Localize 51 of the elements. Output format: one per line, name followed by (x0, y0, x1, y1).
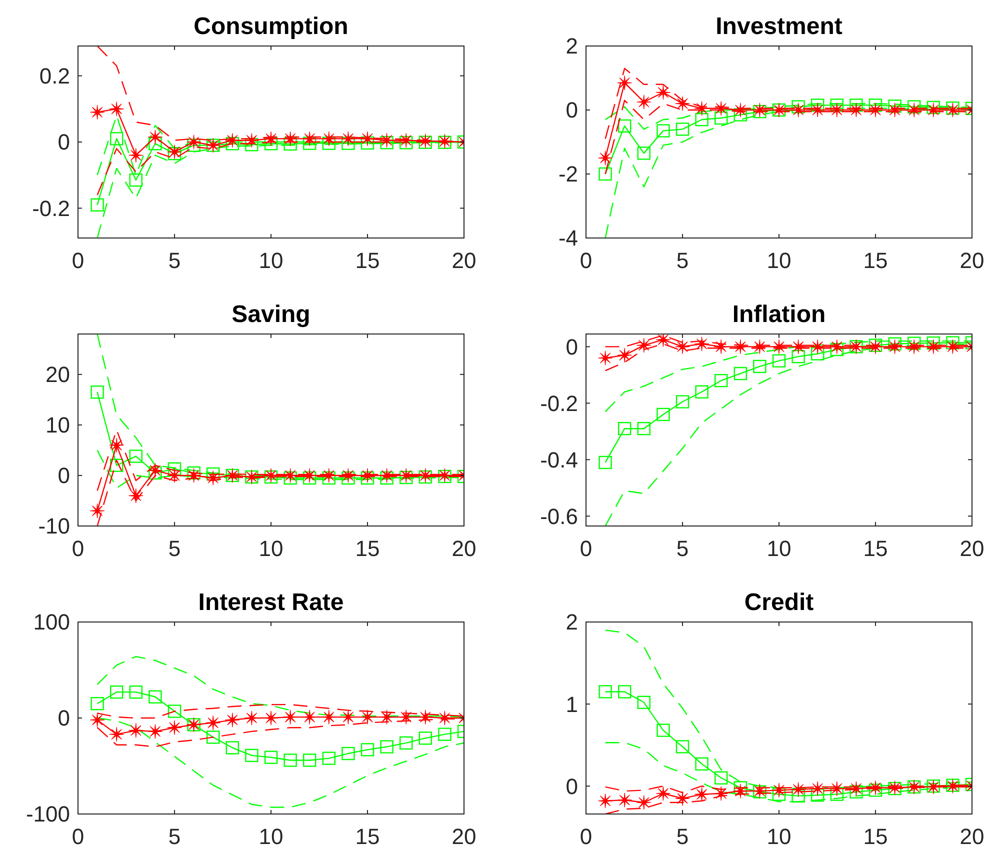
x-tick-label: 5 (168, 824, 181, 849)
y-tick-label: -0.2 (32, 196, 70, 221)
x-tick-label: 20 (960, 536, 984, 561)
x-tick-label: 10 (258, 536, 284, 561)
x-tick-label: 15 (355, 824, 380, 849)
y-tick-label: 0.2 (39, 63, 70, 88)
chart-title: Saving (232, 301, 310, 328)
x-tick-label: 15 (863, 248, 888, 273)
x-tick-label: 20 (960, 824, 984, 849)
x-tick-label: 10 (766, 824, 792, 849)
x-tick-label: 5 (676, 536, 689, 561)
chart-title: Interest Rate (198, 589, 344, 616)
x-tick-label: 20 (452, 824, 476, 849)
y-tick-label: -100 (26, 802, 70, 827)
y-tick-label: 0 (58, 706, 70, 731)
x-tick-label: 5 (676, 824, 689, 849)
chart-title: Investment (716, 13, 842, 40)
y-tick-label: 1 (566, 692, 578, 717)
y-tick-label: 0 (566, 98, 578, 123)
x-tick-label: 15 (355, 248, 380, 273)
y-tick-label: 0 (58, 130, 70, 155)
x-tick-label: 10 (258, 824, 284, 849)
x-tick-label: 10 (766, 536, 792, 561)
y-tick-label: 0 (58, 463, 70, 488)
x-tick-label: 15 (863, 824, 888, 849)
y-tick-label: 2 (566, 34, 578, 59)
chart-title: Consumption (194, 13, 348, 40)
x-tick-label: 5 (676, 248, 689, 273)
chart-title: Inflation (732, 301, 826, 328)
y-tick-label: 20 (46, 362, 70, 388)
x-tick-label: 15 (355, 536, 380, 561)
x-tick-label: 20 (960, 248, 984, 273)
y-tick-label: -4 (558, 226, 578, 251)
y-tick-label: -2 (558, 162, 578, 187)
y-tick-label: 10 (46, 412, 70, 438)
y-tick-label: 2 (566, 610, 578, 635)
x-tick-label: 5 (168, 248, 181, 273)
x-tick-label: 20 (452, 248, 476, 273)
y-tick-label: -0.6 (540, 504, 578, 529)
x-tick-label: 20 (452, 536, 476, 561)
y-tick-label: -0.4 (540, 447, 578, 472)
x-tick-label: 15 (863, 536, 888, 561)
y-tick-label: -0.2 (540, 390, 578, 416)
y-tick-label: -10 (38, 514, 70, 539)
x-tick-label: 10 (766, 248, 792, 273)
x-tick-label: 5 (168, 536, 181, 561)
chart-title: Credit (744, 589, 814, 616)
y-tick-label: 100 (33, 610, 70, 635)
y-tick-label: 0 (566, 334, 578, 360)
x-tick-label: 10 (258, 248, 284, 273)
y-tick-label: 0 (566, 774, 578, 799)
